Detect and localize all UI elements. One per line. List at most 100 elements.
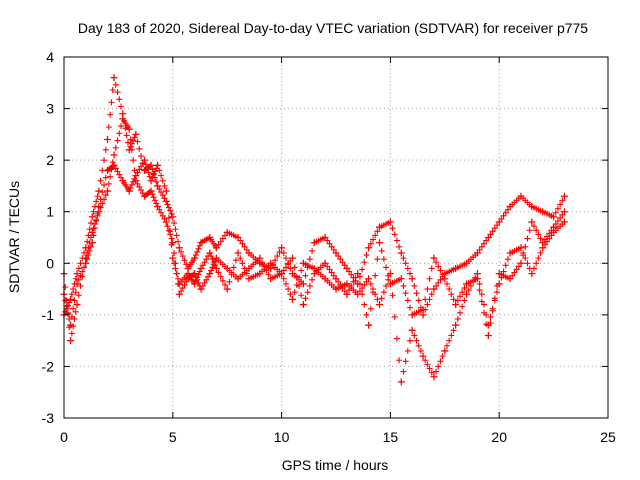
data-point-fill (400, 368, 407, 375)
data-point-fill (122, 125, 129, 132)
data-point-fill (151, 168, 158, 175)
data-point-fill (494, 289, 501, 296)
data-point-fill (215, 269, 222, 276)
data-point-fill (232, 257, 239, 264)
data-point-fill (554, 205, 561, 212)
data-point-fill (406, 337, 413, 344)
data-point-fill (446, 337, 453, 344)
data-point-fill (461, 285, 468, 292)
data-point-fill (116, 96, 123, 103)
data-point-0-15 (169, 213, 177, 221)
data-point-fill (116, 130, 123, 137)
data-point-fill (428, 291, 435, 298)
data-point-2-33 (343, 290, 351, 298)
data-point-0-14 (162, 197, 170, 205)
data-point-fill (153, 178, 160, 185)
data-point-fill (70, 286, 77, 293)
data-point-fill (546, 230, 553, 237)
data-point-0-13 (154, 182, 162, 190)
y-tick-label: 1 (46, 204, 54, 220)
data-point-fill (75, 265, 82, 272)
y-tick-label: -3 (42, 410, 55, 426)
data-point-fill (199, 262, 206, 269)
data-point-fill (531, 223, 538, 230)
data-point-fill (97, 177, 104, 184)
x-tick-label: 5 (169, 429, 177, 445)
data-point-fill (94, 210, 101, 217)
data-point-fill (393, 237, 400, 244)
data-point-fill (554, 217, 561, 224)
data-point-fill (81, 264, 88, 271)
data-point-fill (454, 315, 461, 322)
data-point-fill (435, 279, 442, 286)
data-point-fill (149, 191, 156, 198)
data-point-fill (450, 327, 457, 334)
data-point-fill (274, 253, 281, 260)
data-point-2-50 (528, 218, 536, 226)
data-point-fill (265, 271, 272, 278)
y-tick-labels: -3 -2 -1 0 1 2 3 4 (42, 49, 55, 426)
data-point-fill (276, 248, 283, 255)
data-point-fill (304, 289, 311, 296)
data-point-2-23 (234, 249, 242, 257)
data-point-fill (402, 358, 409, 365)
data-point-fill (522, 255, 529, 262)
data-point-1-12 (147, 187, 155, 195)
data-point-fill (112, 165, 119, 172)
data-point-fill (502, 262, 509, 269)
data-point-2-4 (88, 239, 96, 247)
data-point-0-2 (73, 270, 81, 278)
data-point-fill (480, 309, 487, 316)
data-point-fill (230, 264, 237, 271)
data-point-fill (465, 287, 472, 294)
data-point-fill (142, 161, 149, 168)
data-point-fill (491, 225, 498, 232)
data-point-fill (535, 231, 542, 238)
data-point-fill (367, 240, 374, 247)
data-point-fill (326, 240, 333, 247)
data-point-1-7 (110, 151, 118, 159)
data-point-fill (84, 256, 91, 263)
data-point-fill (396, 243, 403, 250)
data-point-fill (361, 301, 368, 308)
data-point-fill (426, 275, 433, 282)
data-point-2-18 (191, 280, 199, 288)
data-point-1-39 (408, 326, 416, 334)
data-point-fill (239, 260, 246, 267)
data-point-fill (68, 291, 75, 298)
data-point-2-36 (376, 239, 384, 247)
data-point-2-35 (365, 321, 373, 329)
data-point-0-39 (408, 275, 416, 283)
data-point-fill (298, 267, 305, 274)
data-point-fill (165, 204, 172, 211)
data-point-fill (489, 307, 496, 314)
data-point-2-12 (147, 177, 155, 185)
data-point-fill (172, 265, 179, 272)
data-point-fill (105, 180, 112, 187)
data-point-fill (93, 217, 100, 224)
data-point-fill (404, 347, 411, 354)
data-point-fill (374, 228, 381, 235)
data-point-1-2 (73, 301, 81, 309)
data-point-fill (153, 200, 160, 207)
data-point-fill (406, 304, 413, 311)
data-point-fill (417, 347, 424, 354)
data-point-fill (557, 201, 564, 208)
data-point-fill (91, 225, 98, 232)
data-point-fill (178, 248, 185, 255)
data-point-fill (500, 212, 507, 219)
data-point-2-20 (206, 249, 214, 257)
data-point-fill (171, 249, 178, 256)
data-point-0-5 (95, 187, 103, 195)
data-point-fill (372, 232, 379, 239)
data-point-fill (282, 255, 289, 262)
data-point-2-5 (95, 203, 103, 211)
data-point-fill (102, 146, 109, 153)
data-point-0-52 (550, 213, 558, 221)
data-point-fill (346, 268, 353, 275)
data-point-1-28 (288, 295, 296, 303)
data-point-fill (145, 169, 152, 176)
data-point-fill (450, 296, 457, 303)
data-point-fill (324, 237, 331, 244)
data-point-1-16 (175, 290, 183, 298)
